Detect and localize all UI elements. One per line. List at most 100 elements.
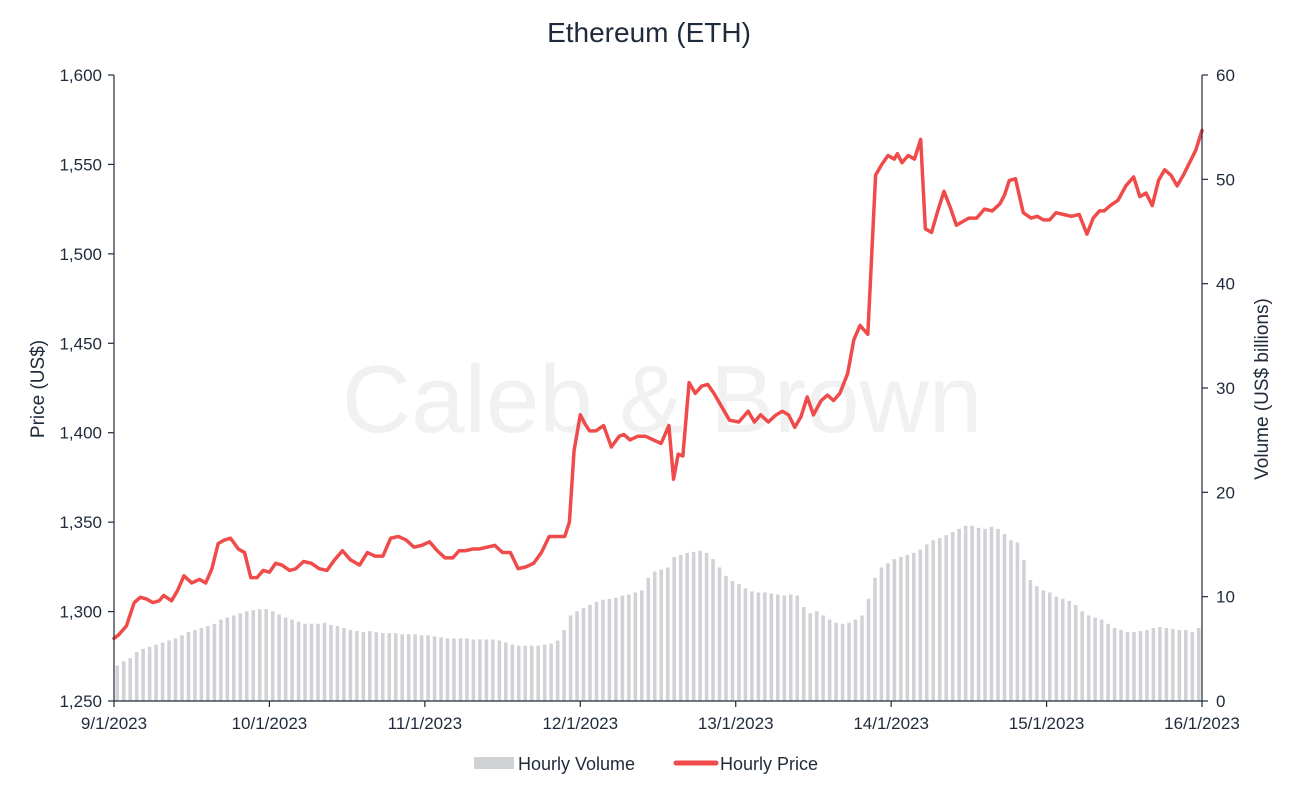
volume-bar <box>1151 627 1156 701</box>
volume-bar <box>575 611 579 701</box>
chart-title: Ethereum (ETH) <box>547 17 751 48</box>
volume-bar <box>270 611 275 701</box>
volume-bar <box>1022 560 1026 701</box>
volume-bar <box>672 557 676 701</box>
volume-bar <box>555 640 560 701</box>
volume-bar <box>523 645 528 701</box>
volume-bar <box>361 632 366 701</box>
legend-label-price: Hourly Price <box>720 754 818 774</box>
volume-bar <box>983 528 987 701</box>
volume-bar <box>504 642 508 701</box>
volume-bar <box>665 567 670 701</box>
volume-bar <box>737 584 741 701</box>
volume-bar <box>782 595 787 701</box>
volume-bar <box>646 577 651 701</box>
volume-bar <box>400 634 404 701</box>
volume-bar <box>419 635 424 701</box>
volume-bar <box>141 648 145 701</box>
volume-bar <box>698 550 702 701</box>
volume-bar <box>536 645 540 701</box>
volume-bar <box>1009 540 1013 701</box>
volume-bar <box>484 639 489 701</box>
volume-bar <box>180 635 184 701</box>
volume-bar <box>1106 623 1110 701</box>
volume-bar <box>853 619 858 701</box>
volume-bar <box>167 640 171 701</box>
left-tick-label: 1,300 <box>59 603 102 622</box>
volume-bar <box>206 625 210 701</box>
volume-bar <box>296 621 301 701</box>
volume-bar <box>568 615 573 701</box>
volume-bar <box>1002 534 1007 701</box>
volume-bar <box>393 633 398 701</box>
volume-bar <box>1028 579 1033 701</box>
volume-bar <box>186 632 191 701</box>
volume-bar <box>128 658 132 701</box>
volume-bar <box>620 595 625 701</box>
volume-bar <box>309 623 314 701</box>
volume-bar <box>840 623 845 701</box>
volume-bar <box>1041 590 1046 701</box>
x-tick-label: 10/1/2023 <box>232 714 308 733</box>
left-tick-label: 1,550 <box>59 155 102 174</box>
volume-bar <box>1086 615 1091 701</box>
volume-bar <box>588 605 592 701</box>
volume-bar <box>1073 605 1078 701</box>
volume-bar <box>1190 632 1195 701</box>
right-tick-label: 10 <box>1216 588 1235 607</box>
volume-bar <box>471 639 476 701</box>
volume-bar <box>277 614 281 701</box>
volume-bar <box>594 601 599 701</box>
volume-bar <box>899 557 903 701</box>
volume-bar <box>879 567 884 701</box>
volume-bar <box>1132 632 1136 701</box>
volume-bar <box>756 592 761 701</box>
volume-bar <box>659 569 664 701</box>
volume-bar <box>957 528 961 701</box>
left-axis-title: Price (US$) <box>28 340 49 438</box>
volume-bar <box>730 581 735 701</box>
volume-bar <box>963 525 968 701</box>
volume-bar <box>355 631 359 701</box>
left-tick-label: 1,400 <box>59 424 102 443</box>
volume-bar <box>743 588 748 701</box>
volume-bar <box>219 619 223 701</box>
volume-bar <box>374 632 379 701</box>
left-tick-label: 1,500 <box>59 245 102 264</box>
x-tick-label: 16/1/2023 <box>1164 714 1240 733</box>
volume-bar <box>581 608 586 701</box>
volume-bar <box>225 617 230 701</box>
volume-bar <box>1099 619 1104 701</box>
volume-bar <box>976 527 981 701</box>
volume-bar <box>1035 586 1039 701</box>
volume-bar <box>652 571 657 701</box>
volume-bar <box>873 577 877 701</box>
volume-bar <box>834 622 838 701</box>
volume-bar <box>905 554 910 701</box>
volume-bar <box>212 623 217 701</box>
left-tick-label: 1,600 <box>59 66 102 85</box>
volume-bar <box>1119 630 1123 701</box>
right-tick-label: 30 <box>1216 379 1235 398</box>
volume-bar <box>199 627 204 701</box>
volume-bar <box>335 625 340 701</box>
volume-bar <box>1184 630 1188 701</box>
x-tick-label: 13/1/2023 <box>698 714 774 733</box>
volume-bar <box>1060 598 1065 701</box>
volume-bar <box>478 639 482 701</box>
x-tick-label: 15/1/2023 <box>1009 714 1085 733</box>
volume-bar <box>1125 632 1130 701</box>
volume-bar <box>601 599 605 701</box>
volume-bar <box>380 633 385 701</box>
volume-bar <box>1158 626 1162 701</box>
volume-bar <box>193 630 197 701</box>
volume-bar <box>1080 611 1084 701</box>
left-tick-label: 1,250 <box>59 692 102 711</box>
volume-bar <box>1164 627 1169 701</box>
volume-bar <box>1196 627 1201 701</box>
x-tick-label: 14/1/2023 <box>853 714 929 733</box>
volume-bar <box>950 531 955 701</box>
volume-bar <box>445 638 450 701</box>
volume-bar <box>115 665 120 701</box>
